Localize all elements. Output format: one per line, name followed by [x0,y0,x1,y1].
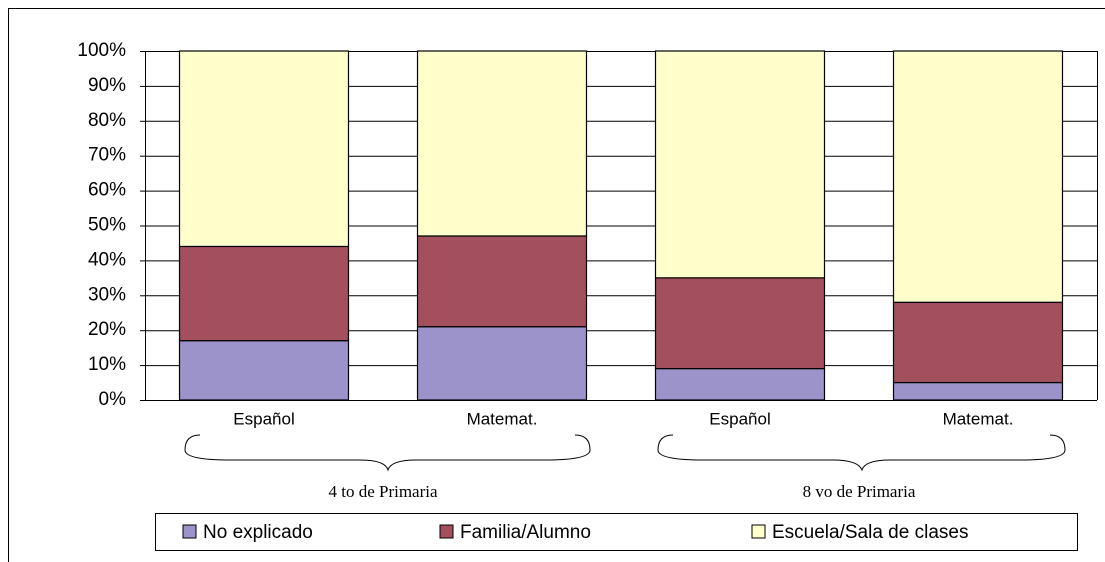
legend-box [155,513,1078,551]
bar-segment [178,340,350,401]
y-tick-label: 0% [99,389,127,410]
frame [8,8,1105,562]
bar-segment [178,245,350,342]
bar-segment [416,50,588,237]
legend-label: Escuela/Sala de clases [772,522,968,543]
y-tick-label: 30% [88,284,126,305]
y-tick-label: 20% [88,319,126,340]
x-tick-label: Español [709,409,770,428]
legend-label: Familia/Alumno [460,522,591,543]
legend-swatch [182,524,197,539]
group-label: 8 vo de Primaria [803,482,916,501]
legend-swatch [439,524,454,539]
y-tick-label: 40% [88,249,126,270]
group-brace [184,434,591,472]
y-tick-label: 90% [88,75,126,96]
y-tick-label: 10% [88,354,126,375]
bar-segment [654,277,826,370]
x-tick-label: Matemat. [467,409,538,428]
legend-swatch [751,524,766,539]
x-tick-label: Matemat. [943,409,1014,428]
group-brace [657,434,1066,472]
y-tick-label: 60% [88,180,126,201]
y-tick-label: 80% [88,110,126,131]
y-tick-label: 100% [77,40,126,61]
legend-label: No explicado [203,522,313,543]
bar-segment [416,326,588,401]
bar-segment [654,367,826,401]
x-tick-label: Español [233,409,294,428]
bar-segment [178,50,350,248]
bar-segment [892,50,1064,303]
y-tick-label: 50% [88,215,126,236]
bar-segment [892,301,1064,384]
bar-segment [416,235,588,328]
bar-segment [892,381,1064,401]
y-tick-label: 70% [88,145,126,166]
group-label: 4 to de Primaria [328,482,438,501]
bar-segment [654,50,826,279]
